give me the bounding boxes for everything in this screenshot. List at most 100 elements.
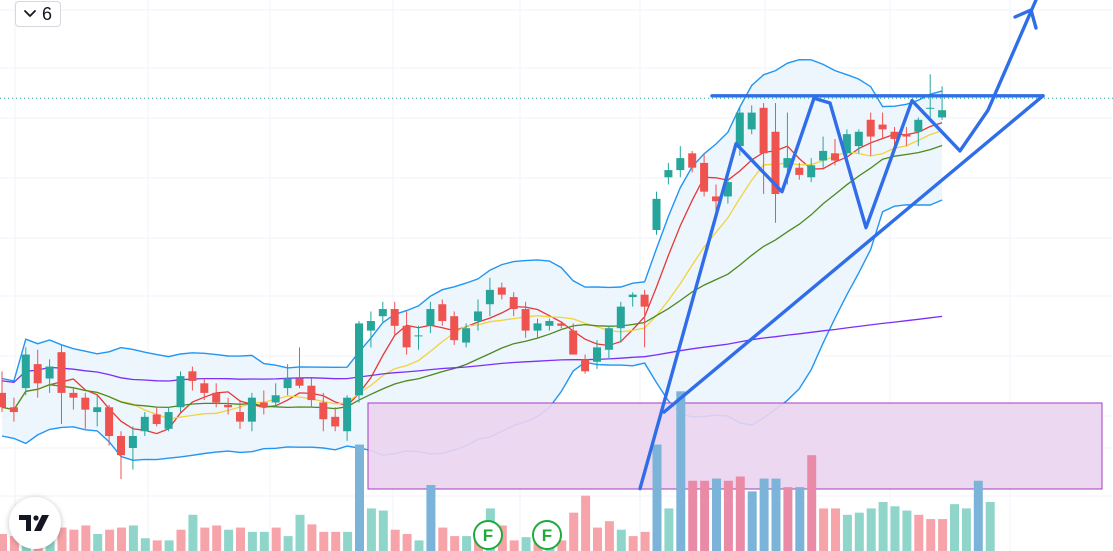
volume-bar bbox=[640, 531, 650, 551]
candle bbox=[521, 301, 530, 338]
candle bbox=[212, 383, 221, 408]
candle-body bbox=[81, 397, 90, 410]
volume-bar bbox=[890, 506, 900, 551]
candle-body bbox=[593, 347, 601, 362]
candle bbox=[188, 366, 197, 391]
event-marker-badge[interactable]: F bbox=[473, 520, 503, 550]
candle-body bbox=[343, 397, 352, 432]
candle bbox=[878, 112, 887, 139]
candle-body bbox=[247, 397, 256, 422]
volume-bar bbox=[69, 529, 79, 551]
candle-body bbox=[890, 131, 899, 139]
volume-bar bbox=[259, 531, 269, 551]
candle bbox=[842, 129, 851, 159]
candle-body bbox=[69, 392, 78, 398]
candle-body bbox=[533, 323, 542, 331]
candle bbox=[938, 86, 947, 120]
moving-average-line bbox=[1, 144, 943, 411]
candle bbox=[688, 150, 697, 173]
volume-bar bbox=[723, 480, 733, 551]
volume-bar bbox=[878, 502, 888, 551]
candle bbox=[866, 112, 875, 156]
bollinger-upper bbox=[1, 58, 943, 382]
price-pattern-path[interactable] bbox=[638, 0, 1038, 491]
volume-bar bbox=[569, 512, 579, 551]
candle-body bbox=[628, 294, 637, 298]
volume-bar bbox=[914, 514, 924, 551]
candle-body bbox=[723, 182, 732, 197]
candle-body bbox=[212, 392, 221, 403]
candle-body bbox=[652, 198, 661, 230]
event-marker-badge[interactable]: F bbox=[532, 520, 562, 550]
event-badge-circle bbox=[532, 520, 562, 550]
candle bbox=[247, 392, 256, 432]
candle bbox=[450, 311, 459, 345]
candle-body bbox=[581, 359, 590, 372]
candle bbox=[319, 392, 328, 432]
candle bbox=[295, 347, 304, 389]
candle-body bbox=[664, 170, 673, 178]
candle bbox=[700, 153, 709, 197]
volume-bar bbox=[450, 536, 460, 551]
volume-bar bbox=[343, 531, 353, 551]
candle bbox=[569, 323, 578, 355]
candle-body bbox=[402, 325, 411, 348]
candle bbox=[462, 323, 471, 348]
candle-body bbox=[831, 153, 839, 161]
ascending-support-line[interactable] bbox=[662, 94, 1045, 414]
candle-body bbox=[878, 124, 887, 130]
candle bbox=[557, 321, 566, 329]
candle bbox=[581, 354, 590, 374]
volume-bar bbox=[771, 478, 781, 551]
candle-body bbox=[783, 158, 792, 168]
collapse-indicators-button[interactable]: 6 bbox=[15, 1, 61, 27]
volume-bar bbox=[331, 531, 341, 551]
volume-bar bbox=[557, 540, 567, 551]
volume-bar bbox=[0, 533, 7, 551]
volume-bar bbox=[831, 508, 840, 551]
volume-bar bbox=[438, 527, 448, 551]
volume-highlight-box bbox=[367, 402, 1103, 490]
candle bbox=[45, 359, 54, 393]
candle bbox=[616, 301, 625, 343]
candle-body bbox=[485, 289, 494, 305]
volume-bar bbox=[950, 504, 959, 551]
user-drawings[interactable] bbox=[638, 0, 1045, 491]
candle-body bbox=[105, 407, 114, 437]
volume-bar bbox=[652, 444, 662, 551]
volume-bar bbox=[176, 529, 186, 551]
candle bbox=[390, 301, 399, 336]
volume-bar bbox=[307, 524, 317, 551]
candle-body bbox=[462, 328, 471, 343]
candle bbox=[652, 191, 661, 235]
candle bbox=[712, 184, 720, 211]
candle bbox=[771, 103, 780, 223]
up-arrow-head[interactable] bbox=[1013, 8, 1038, 30]
candle bbox=[819, 136, 828, 168]
volume-bar bbox=[57, 527, 67, 551]
candle-body bbox=[759, 107, 768, 154]
candle-body bbox=[842, 134, 851, 154]
candle-body bbox=[771, 131, 780, 195]
candle bbox=[902, 126, 911, 147]
candle-body bbox=[200, 383, 209, 393]
volume-bar bbox=[295, 514, 305, 551]
candle-body bbox=[497, 287, 506, 295]
candle-body bbox=[259, 402, 268, 408]
volume-bar bbox=[188, 514, 198, 551]
volume-bar bbox=[521, 537, 531, 551]
candle bbox=[224, 397, 233, 415]
tradingview-logo[interactable] bbox=[9, 497, 61, 549]
candle-body bbox=[902, 134, 911, 137]
volume-bar bbox=[426, 485, 436, 551]
candle bbox=[105, 404, 114, 446]
candle-body bbox=[819, 150, 828, 161]
candle-body bbox=[295, 378, 304, 386]
candle-body bbox=[0, 392, 6, 408]
volume-bar bbox=[628, 536, 638, 551]
candle-body bbox=[747, 112, 756, 130]
volume-bar bbox=[700, 480, 710, 551]
candle-body bbox=[569, 330, 578, 355]
